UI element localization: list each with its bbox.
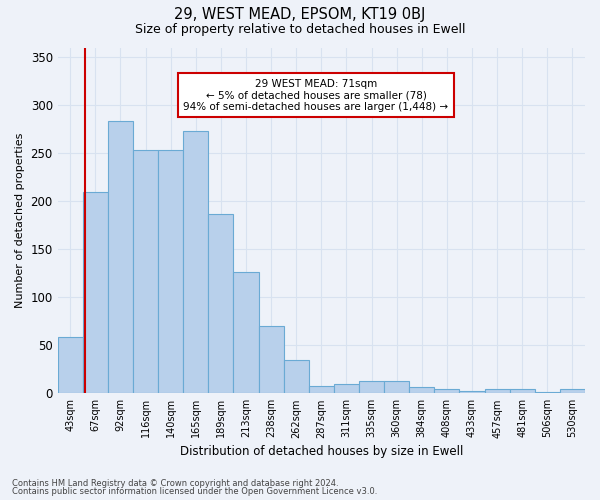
Bar: [284, 360, 309, 394]
Y-axis label: Number of detached properties: Number of detached properties: [15, 132, 25, 308]
Bar: [334, 384, 359, 394]
Text: 29 WEST MEAD: 71sqm
← 5% of detached houses are smaller (78)
94% of semi-detache: 29 WEST MEAD: 71sqm ← 5% of detached hou…: [184, 78, 449, 112]
Bar: [208, 214, 233, 394]
Bar: [158, 150, 183, 394]
Bar: [183, 131, 208, 394]
Bar: [108, 122, 133, 394]
X-axis label: Distribution of detached houses by size in Ewell: Distribution of detached houses by size …: [179, 444, 463, 458]
Bar: [259, 326, 284, 394]
Bar: [384, 381, 409, 394]
Bar: [535, 392, 560, 394]
Text: Contains HM Land Registry data © Crown copyright and database right 2024.: Contains HM Land Registry data © Crown c…: [12, 478, 338, 488]
Bar: [83, 192, 108, 394]
Bar: [409, 386, 434, 394]
Bar: [359, 381, 384, 394]
Bar: [309, 386, 334, 394]
Bar: [233, 272, 259, 394]
Bar: [58, 336, 83, 394]
Bar: [133, 150, 158, 394]
Text: Contains public sector information licensed under the Open Government Licence v3: Contains public sector information licen…: [12, 487, 377, 496]
Bar: [460, 392, 485, 394]
Bar: [509, 390, 535, 394]
Bar: [434, 388, 460, 394]
Bar: [560, 390, 585, 394]
Text: 29, WEST MEAD, EPSOM, KT19 0BJ: 29, WEST MEAD, EPSOM, KT19 0BJ: [175, 8, 425, 22]
Text: Size of property relative to detached houses in Ewell: Size of property relative to detached ho…: [135, 22, 465, 36]
Bar: [485, 390, 509, 394]
